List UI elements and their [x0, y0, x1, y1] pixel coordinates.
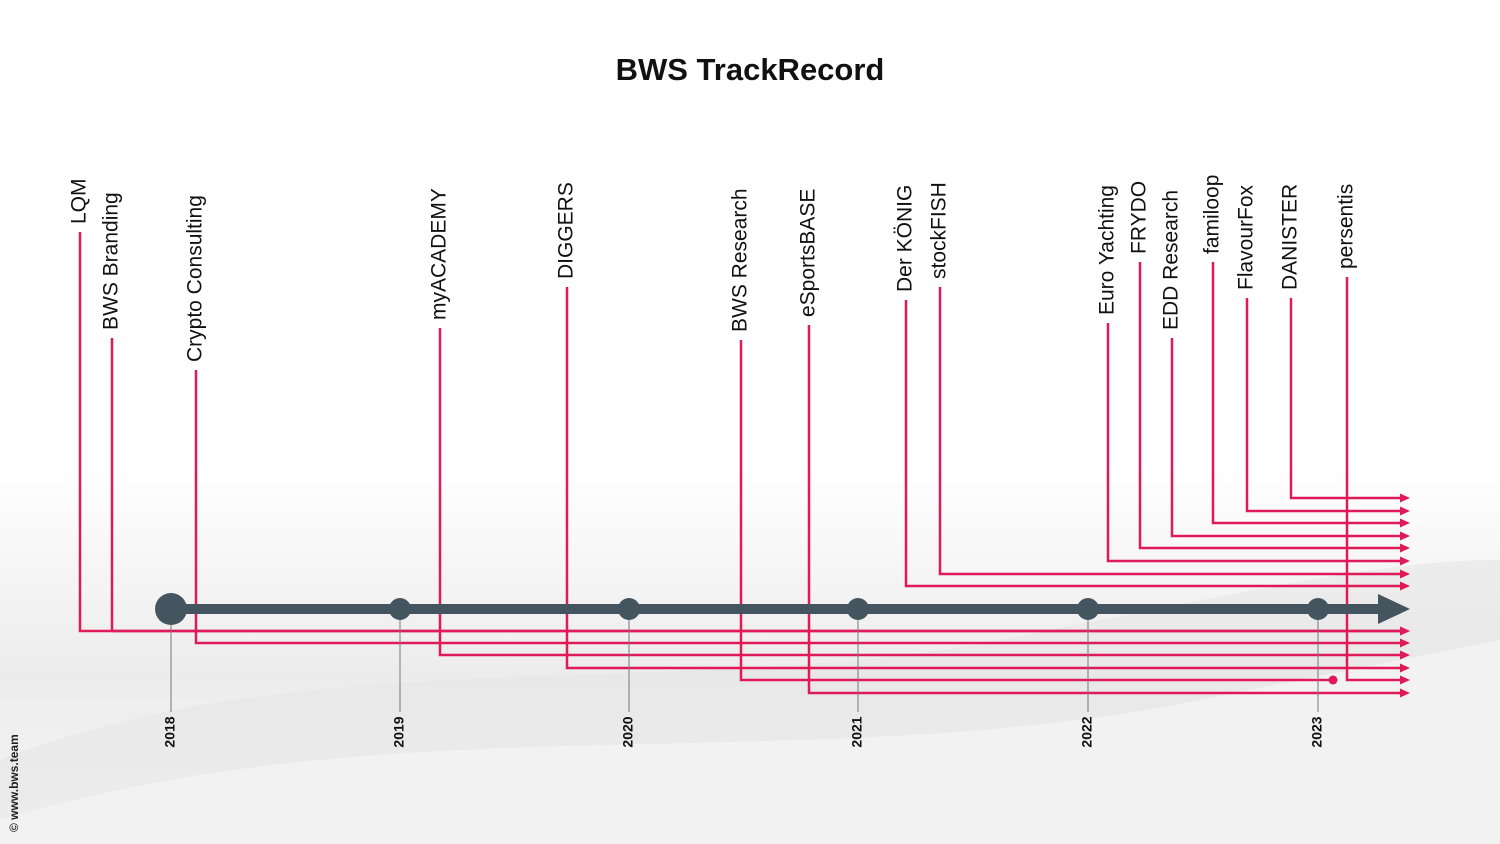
- project-line: [565, 287, 1402, 670]
- project-arrow: [1400, 581, 1410, 591]
- year-dot: [389, 598, 411, 620]
- project-arrow: [1400, 569, 1410, 579]
- copyright: © www.bws.team: [7, 734, 21, 832]
- project-line: [194, 370, 1402, 645]
- project-line: [807, 325, 1402, 695]
- project-label: LQM: [68, 178, 91, 224]
- project-label: DIGGERS: [555, 182, 578, 279]
- year-label: 2020: [620, 716, 636, 747]
- project-label: BWS Branding: [100, 192, 123, 330]
- project-line: [1345, 277, 1402, 682]
- project-arrow: [1400, 556, 1410, 566]
- project-arrow: [1400, 688, 1410, 698]
- background-swoosh: [0, 640, 1500, 844]
- project-line: [1106, 323, 1402, 563]
- project-arrow: [1400, 638, 1410, 648]
- project-arrow: [1400, 663, 1410, 673]
- project-line: [438, 328, 1402, 657]
- project-label: DANISTER: [1279, 184, 1302, 290]
- year-dot: [155, 593, 187, 625]
- project-label: eSportsBASE: [797, 189, 820, 317]
- project-line: [938, 287, 1402, 576]
- year-label: 2023: [1309, 716, 1325, 747]
- project-line: [1289, 298, 1402, 500]
- project-arrow: [1400, 531, 1410, 541]
- project-line: [1211, 262, 1402, 525]
- project-arrow: [1400, 650, 1410, 660]
- project-label: familoop: [1201, 175, 1224, 254]
- project-label: BWS Research: [729, 188, 752, 332]
- project-label: Crypto Consulting: [184, 195, 207, 362]
- project-arrow: [1400, 675, 1410, 685]
- project-arrow: [1400, 518, 1410, 528]
- project-label: Euro Yachting: [1096, 185, 1119, 315]
- project-line: [1245, 298, 1402, 513]
- project-label: FlavourFox: [1235, 184, 1258, 290]
- project-line: [739, 340, 1333, 682]
- project-line: [904, 300, 1402, 588]
- project-line: [110, 338, 1402, 633]
- project-end-dot: [1328, 675, 1338, 685]
- year-label: 2021: [849, 716, 865, 747]
- year-dot: [1307, 598, 1329, 620]
- year-label: 2022: [1079, 716, 1095, 747]
- project-label: persentis: [1335, 184, 1358, 269]
- project-arrow: [1400, 543, 1410, 553]
- year-dot: [618, 598, 640, 620]
- project-arrow: [1400, 493, 1410, 503]
- project-label: stockFISH: [928, 182, 951, 279]
- year-label: 2018: [162, 716, 178, 747]
- project-label: myACADEMY: [428, 188, 451, 320]
- year-dot: [847, 598, 869, 620]
- year-dot: [1077, 598, 1099, 620]
- time-axis-arrow: [1378, 594, 1410, 624]
- project-label: EDD Research: [1160, 190, 1183, 330]
- project-label: Der KÖNIG: [894, 185, 917, 292]
- project-arrow: [1400, 506, 1410, 516]
- timeline: LQM BWS Branding Crypto Consulting myACADEM…: [68, 175, 1410, 748]
- title: BWS TrackRecord: [616, 52, 885, 87]
- year-label: 2019: [391, 716, 407, 747]
- project-label: FRYDO: [1128, 181, 1151, 254]
- project-line: [1170, 338, 1402, 538]
- project-line: [1138, 262, 1402, 550]
- project-arrow: [1400, 626, 1410, 636]
